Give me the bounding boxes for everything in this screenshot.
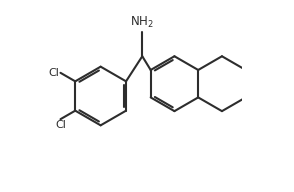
Text: NH$_2$: NH$_2$ (130, 15, 154, 30)
Text: Cl: Cl (49, 68, 60, 78)
Text: Cl: Cl (55, 120, 66, 130)
